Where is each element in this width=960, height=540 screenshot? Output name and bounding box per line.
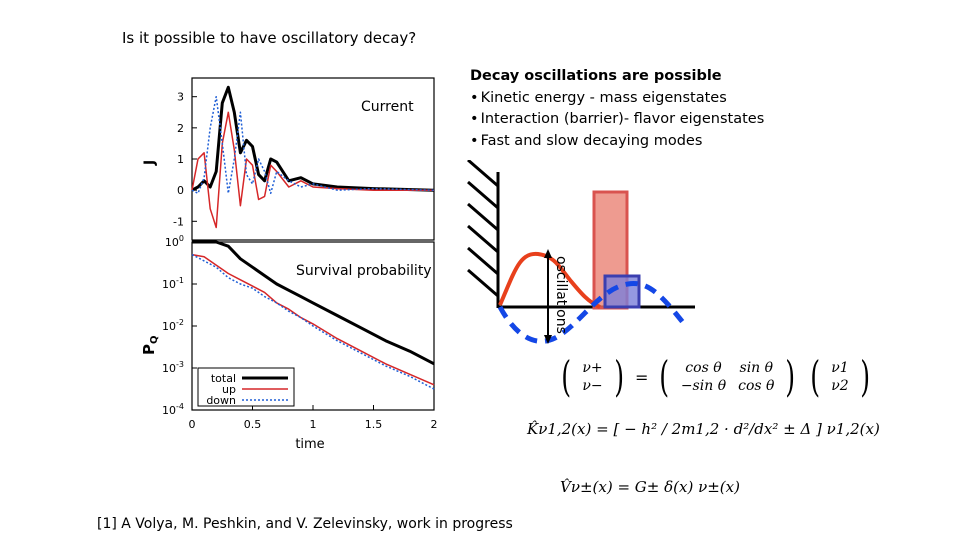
x-tick-label: 2 <box>431 418 438 431</box>
survival-xlabel: time <box>295 437 324 452</box>
oscillations-label: oscillations <box>553 256 569 334</box>
matrix-cell: sin θ <box>739 360 774 376</box>
series-up-line <box>191 253 435 386</box>
bullet-item: Kinetic energy - mass eigenstates <box>470 88 764 110</box>
arrow-head-up <box>544 249 552 258</box>
footer-reference: [1] A Volya, M. Peshkin, and V. Zelevins… <box>97 516 513 532</box>
arrow-head-down <box>544 335 552 344</box>
y-tick-label: 10-1 <box>162 276 184 291</box>
y-tick-label: 10-2 <box>162 318 184 333</box>
y-tick-label: 1 <box>177 153 184 166</box>
series-up-line <box>191 111 434 229</box>
barrier-diagram <box>467 160 695 344</box>
y-tick-label: 100 <box>165 234 184 249</box>
series-total-line <box>191 85 435 192</box>
series-down-line <box>191 95 435 195</box>
matrix-cell: cos θ <box>738 378 775 394</box>
current-ylabel: J <box>142 160 158 166</box>
y-tick-label: 3 <box>177 91 184 104</box>
y-tick-label: -1 <box>173 215 184 228</box>
survival-plot: PQ 100 10-1 10-2 10-3 10-4 0 0.5 1 1.5 2 time to… <box>140 234 438 452</box>
legend-label: up <box>222 383 236 396</box>
nu-minus: ν− <box>582 378 603 394</box>
matrix-cell: cos θ <box>685 360 722 376</box>
bullet-item: Fast and slow decaying modes <box>470 131 764 153</box>
x-tick-label: 1.5 <box>365 418 383 431</box>
legend-label: total <box>211 372 236 385</box>
nu-2: ν2 <box>831 378 849 394</box>
series-total-line <box>192 240 435 366</box>
nu-1: ν1 <box>831 360 849 376</box>
x-tick-label: 1 <box>310 418 317 431</box>
wave-red <box>498 251 601 309</box>
y-tick-label: 0 <box>177 184 184 197</box>
legend-label: down <box>206 394 236 407</box>
y-tick-label: 10-4 <box>162 402 184 417</box>
mixing-equation: ( ν+ ν− ) = ( cos θ sin θ −sin θ cos θ ) … <box>561 352 870 401</box>
y-tick-label: 2 <box>177 122 184 135</box>
bullet-list: Decay oscillations are possible Kinetic … <box>470 66 764 152</box>
survival-label: Survival probability <box>296 263 432 279</box>
y-tick-label: 10-3 <box>162 360 184 375</box>
x-tick-label: 0.5 <box>244 418 262 431</box>
wall-hatching <box>467 160 499 298</box>
slide-title: Is it possible to have oscillatory decay… <box>122 29 417 47</box>
kinetic-equation: K̂ν1,2(x) = [ − h² / 2m1,2 · d²/dx² ± Δ … <box>527 420 880 438</box>
bullet-heading: Decay oscillations are possible <box>470 68 722 84</box>
nu-plus: ν+ <box>582 360 603 376</box>
current-plot: J 3 2 1 0 -1 <box>142 77 435 241</box>
series-down-line <box>191 253 435 390</box>
current-label: Current <box>361 99 414 115</box>
wave-blue <box>497 281 687 344</box>
x-tick-label: 0 <box>189 418 196 431</box>
potential-equation: V̂ν±(x) = G± δ(x) ν±(x) <box>560 478 740 496</box>
matrix-cell: −sin θ <box>680 378 727 394</box>
survival-ylabel: PQ <box>140 335 160 355</box>
bullet-item: Interaction (barrier)- flavor eigenstate… <box>470 109 765 131</box>
